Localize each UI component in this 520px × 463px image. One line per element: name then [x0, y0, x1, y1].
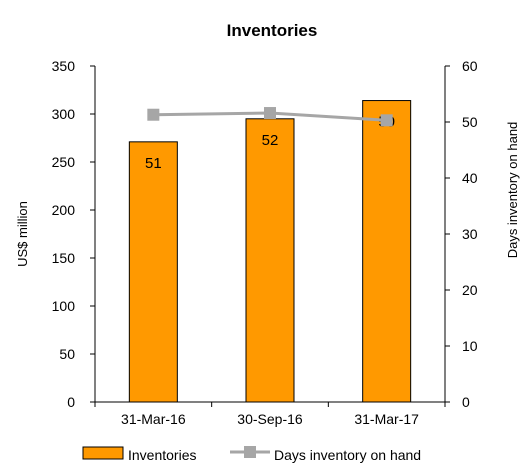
bar-inventories — [362, 100, 412, 403]
y-right-tick-label: 30 — [462, 226, 478, 242]
bar-data-label: 51 — [145, 155, 162, 172]
legend-swatch-days-marker — [244, 446, 256, 458]
y-right-tick-label: 50 — [462, 114, 478, 130]
plot-area: 0 50 100 150 200 250 300 350 0 10 20 30 40 50 60 31-Mar… — [52, 58, 478, 427]
x-tick-label: 30-Sep-16 — [237, 411, 303, 427]
line-point-days-inventory — [380, 114, 393, 127]
y-right-tick-label: 20 — [462, 282, 478, 298]
legend-label-days-inventory: Days inventory on hand — [274, 447, 421, 463]
x-tick-label: 31-Mar-17 — [354, 411, 419, 427]
y-left-tick-label: 300 — [52, 106, 76, 122]
y-left-tick-label: 100 — [52, 298, 76, 314]
y-right-tick-label: 40 — [462, 170, 478, 186]
y-right-axis-label: Days inventory on hand — [505, 122, 520, 259]
y-left-tick-label: 350 — [52, 58, 76, 74]
x-tick-label: 31-Mar-16 — [121, 411, 186, 427]
legend-label-inventories: Inventories — [128, 447, 196, 463]
y-left-tick-label: 50 — [59, 346, 75, 362]
line-point-days-inventory — [147, 108, 160, 121]
legend: Inventories Days inventory on hand — [82, 446, 421, 463]
y-left-tick-label: 0 — [67, 394, 75, 410]
y-left-tick-label: 200 — [52, 202, 76, 218]
y-left-axis-label: US$ million — [15, 201, 30, 267]
line-point-days-inventory — [264, 107, 276, 120]
bar-inventories — [128, 141, 178, 403]
y-right-tick-label: 0 — [462, 394, 470, 410]
chart-title: Inventories — [227, 21, 318, 40]
bar-inventories — [245, 118, 295, 403]
y-right-tick-label: 10 — [462, 338, 478, 354]
y-left-tick-label: 250 — [52, 154, 76, 170]
bar-data-label: 52 — [262, 132, 279, 149]
y-right-tick-label: 60 — [462, 58, 478, 74]
y-left-tick-label: 150 — [52, 250, 76, 266]
legend-swatch-inventories — [82, 446, 124, 460]
